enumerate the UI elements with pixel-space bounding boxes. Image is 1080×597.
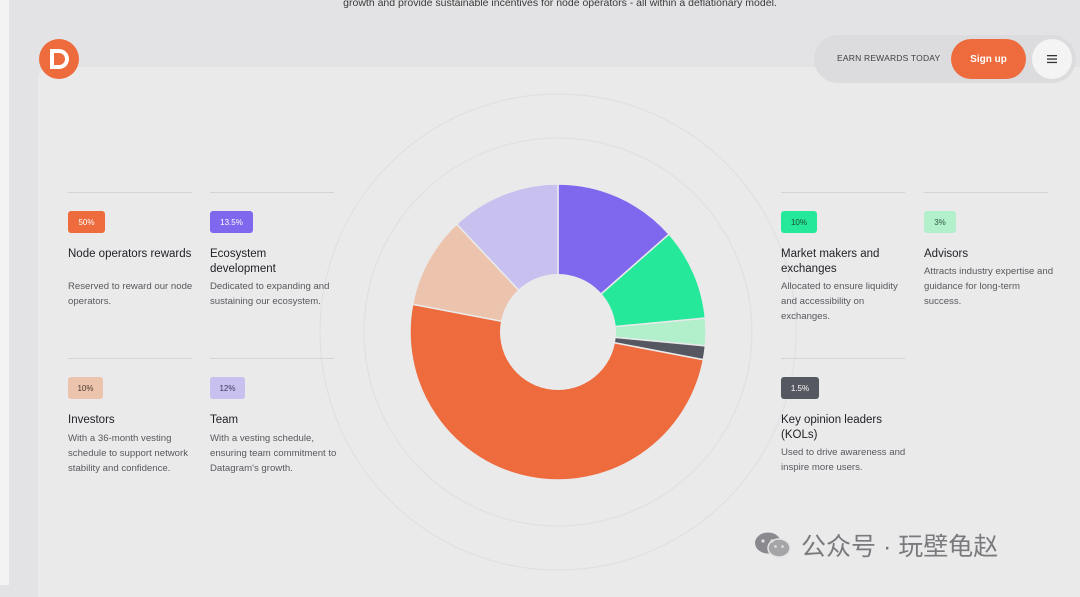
- card-divider: [781, 358, 905, 359]
- outer-ring: [319, 93, 797, 571]
- donut-hole: [500, 274, 616, 390]
- card-description: With a 36-month vesting schedule to supp…: [68, 433, 188, 474]
- percent-badge: 12%: [210, 377, 245, 399]
- percent-badge: 10%: [781, 211, 817, 233]
- datagram-logo[interactable]: [39, 39, 79, 79]
- card-title: Key opinion leaders (KOLs): [781, 414, 883, 441]
- left-gutter: [0, 0, 9, 585]
- card-title: Market makers and exchanges: [781, 248, 880, 275]
- intro-text: growth and provide sustainable incentive…: [343, 0, 777, 9]
- card-divider: [68, 358, 192, 359]
- percent-badge: 10%: [68, 377, 103, 399]
- card-description: With a vesting schedule, ensuring team c…: [210, 433, 337, 474]
- card-divider: [781, 192, 905, 193]
- card-title: Team: [210, 414, 239, 426]
- percent-badge: 1.5%: [781, 377, 819, 399]
- watermark-text: 公众号 · 玩壁龟赵: [801, 533, 999, 561]
- allocation-donut-chart: [319, 93, 797, 571]
- signup-button[interactable]: Sign up: [951, 39, 1026, 79]
- card-description: Reserved to reward our node operators.: [68, 281, 193, 307]
- card-divider: [210, 192, 334, 193]
- percent-badge: 13.5%: [210, 211, 253, 233]
- wechat-icon: [755, 532, 791, 558]
- card-title: Ecosystem development: [210, 248, 276, 275]
- card-description: Used to drive awareness and inspire more…: [781, 447, 906, 473]
- card-description: Allocated to ensure liquidity and access…: [781, 281, 898, 322]
- wechat-watermark: 公众号 · 玩壁龟赵: [753, 527, 998, 563]
- card-description: Attracts industry expertise and guidance…: [924, 266, 1054, 307]
- slice-node-operators-rewards: [409, 303, 705, 481]
- menu-button[interactable]: [1032, 39, 1072, 79]
- donut-slices: [409, 183, 707, 481]
- card-divider: [924, 192, 1048, 193]
- percent-badge: 50%: [68, 211, 105, 233]
- card-description: Dedicated to expanding and sustaining ou…: [210, 281, 330, 307]
- card-title: Node operators rewards: [68, 248, 192, 260]
- card-divider: [210, 358, 334, 359]
- hamburger-icon: [1047, 55, 1057, 64]
- percent-badge: 3%: [924, 211, 956, 233]
- earn-rewards-link[interactable]: EARN REWARDS TODAY: [837, 53, 941, 63]
- inner-ring: [363, 137, 753, 527]
- card-title: Advisors: [924, 248, 969, 260]
- card-title: Investors: [68, 414, 115, 426]
- card-divider: [68, 192, 192, 193]
